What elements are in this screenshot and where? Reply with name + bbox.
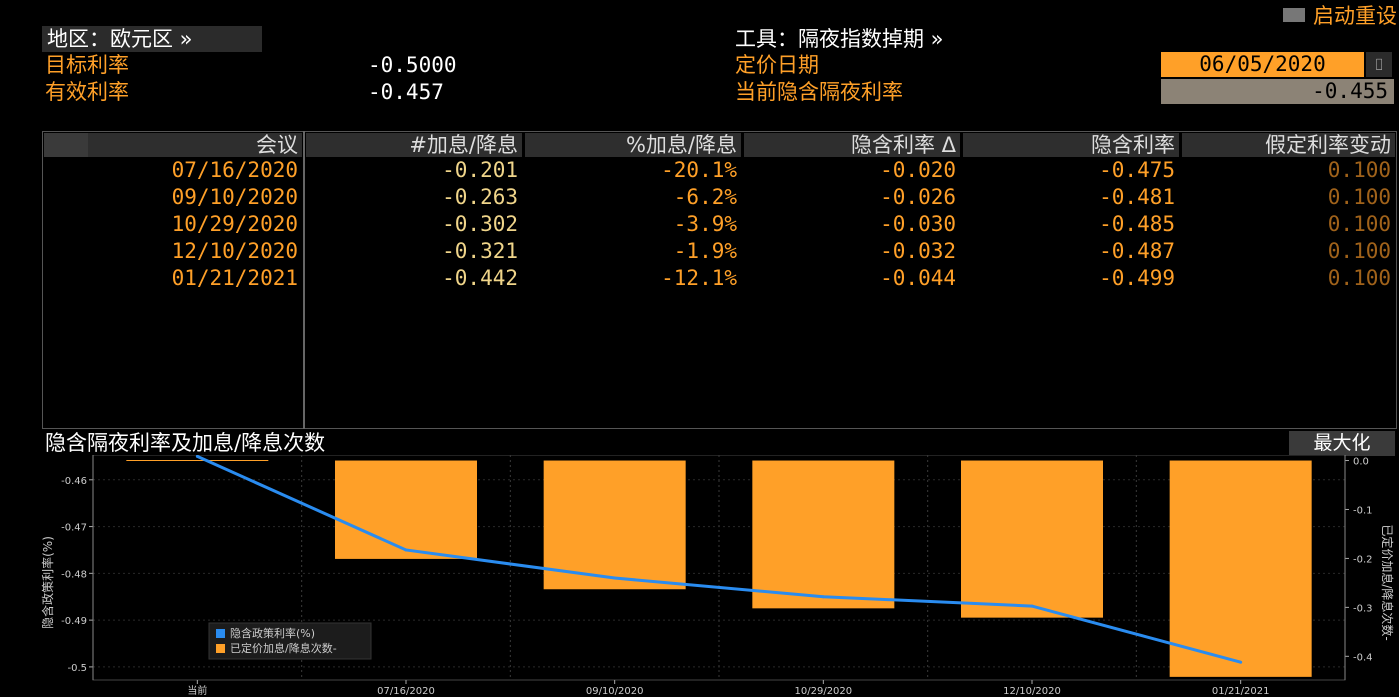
left-axis-tick-label: -0.47 xyxy=(61,523,87,534)
cell-implied-rate-delta: -0.020 xyxy=(880,158,956,182)
cell-hikes-cuts-count: -0.442 xyxy=(442,266,518,290)
legend-label-bar: 已定价加息/降息次数- xyxy=(230,641,337,655)
tool-selector[interactable]: 工具：隔夜指数掉期 » xyxy=(735,27,944,51)
bar xyxy=(335,460,477,559)
maximize-button[interactable]: 最大化 xyxy=(1289,431,1395,456)
x-axis-tick-label: 12/10/2020 xyxy=(1003,686,1061,697)
meetings-table xyxy=(42,131,1397,429)
legend-label-line: 隐含政策利率(%) xyxy=(230,626,315,640)
checkbox-icon[interactable] xyxy=(1283,8,1305,22)
cell-assumed-change: 0.100 xyxy=(1327,212,1391,236)
left-axis-tick-label: -0.5 xyxy=(67,663,87,674)
pricing-date-field[interactable]: 06/05/2020 xyxy=(1161,52,1364,77)
cell-hikes-cuts-count: -0.201 xyxy=(442,158,518,182)
cell-meeting-date[interactable]: 07/16/2020 xyxy=(171,158,298,182)
bar xyxy=(752,460,895,609)
cell-hikes-cuts-count: -0.321 xyxy=(442,239,518,263)
x-axis-tick-label: 01/21/2021 xyxy=(1212,686,1270,697)
cell-hikes-cuts-pct: -12.1% xyxy=(661,266,737,290)
cell-hikes-cuts-pct: -3.9% xyxy=(673,212,737,236)
cell-meeting-date[interactable]: 09/10/2020 xyxy=(171,185,298,209)
implied-overnight-value: -0.455 xyxy=(1161,79,1394,104)
column-divider xyxy=(303,131,305,429)
cell-implied-rate-delta: -0.032 xyxy=(880,239,956,263)
target-rate-value: -0.5000 xyxy=(368,53,457,77)
cell-implied-rate: -0.487 xyxy=(1099,239,1175,263)
line-point xyxy=(195,455,199,458)
cell-meeting-date[interactable]: 12/10/2020 xyxy=(171,239,298,263)
cell-implied-rate-delta: -0.044 xyxy=(880,266,956,290)
left-axis-tick-label: -0.49 xyxy=(61,616,87,627)
right-axis-tick-label: -0.2 xyxy=(1353,554,1373,565)
target-rate-label: 目标利率 xyxy=(45,53,129,77)
col-header-meeting[interactable]: 会议 xyxy=(88,133,302,157)
left-axis-tick-label: -0.46 xyxy=(61,476,87,487)
cell-assumed-change: 0.100 xyxy=(1327,266,1391,290)
x-axis-tick-label: 09/10/2020 xyxy=(586,686,644,697)
cell-hikes-cuts-pct: -1.9% xyxy=(673,239,737,263)
bar xyxy=(961,460,1103,618)
reset-label: 启动重设 xyxy=(1313,4,1397,28)
cell-hikes-cuts-pct: -20.1% xyxy=(661,158,737,182)
col-header-implied-rate[interactable]: 隐含利率 xyxy=(963,133,1179,157)
effective-rate-value: -0.457 xyxy=(368,80,444,104)
cell-hikes-cuts-count: -0.302 xyxy=(442,212,518,236)
line-point xyxy=(1030,604,1034,608)
bar xyxy=(543,460,686,590)
calendar-icon[interactable]: ⌷ xyxy=(1366,52,1392,77)
col-header-hikes-cuts-count[interactable]: #加息/降息 xyxy=(306,133,522,157)
right-axis-tick-label: -0.3 xyxy=(1353,603,1373,614)
line-point xyxy=(404,548,408,552)
chart-title: 隐含隔夜利率及加息/降息次数 xyxy=(45,431,326,455)
cell-implied-rate: -0.499 xyxy=(1099,266,1175,290)
left-axis-title: 隐含政策利率(%) xyxy=(40,536,55,629)
line-point xyxy=(821,595,825,599)
x-axis-tick-label: 10/29/2020 xyxy=(795,686,853,697)
region-selector[interactable]: 地区：欧元区 » xyxy=(42,26,262,52)
cell-implied-rate: -0.481 xyxy=(1099,185,1175,209)
x-axis-tick-label: 当前 xyxy=(187,684,207,697)
col-header-hikes-cuts-pct[interactable]: %加息/降息 xyxy=(525,133,741,157)
x-axis-tick-label: 07/16/2020 xyxy=(377,686,435,697)
legend-swatch-line xyxy=(216,629,225,638)
right-axis-tick-label: 0.0 xyxy=(1353,457,1369,468)
cell-meeting-date[interactable]: 10/29/2020 xyxy=(171,212,298,236)
pricing-date-label: 定价日期 xyxy=(735,53,819,77)
line-point xyxy=(613,576,617,580)
implied-overnight-label: 当前隐含隔夜利率 xyxy=(735,80,903,104)
effective-rate-label: 有效利率 xyxy=(45,80,129,104)
corner-cell xyxy=(44,133,88,157)
legend-swatch-bar xyxy=(216,644,225,653)
right-axis-title: 已定价加息/降息次数- xyxy=(1380,524,1395,640)
reset-button[interactable]: 启动重设 xyxy=(1283,2,1399,28)
legend-box xyxy=(208,622,372,660)
left-axis-tick-label: -0.48 xyxy=(61,569,87,580)
bar xyxy=(1169,460,1312,677)
cell-assumed-change: 0.100 xyxy=(1327,185,1391,209)
cell-implied-rate-delta: -0.030 xyxy=(880,212,956,236)
rate-chart: -0.46 -0.47 -0.48 -0.49 -0.5 0.0 -0.1 -0.2 -0.3 -… xyxy=(40,455,1395,697)
cell-assumed-change: 0.100 xyxy=(1327,158,1391,182)
cell-hikes-cuts-pct: -6.2% xyxy=(673,185,737,209)
line-point xyxy=(1239,660,1243,664)
col-header-assumed-change[interactable]: 假定利率变动 xyxy=(1182,133,1395,157)
right-axis-tick-label: -0.1 xyxy=(1353,505,1373,516)
cell-implied-rate: -0.475 xyxy=(1099,158,1175,182)
cell-meeting-date[interactable]: 01/21/2021 xyxy=(171,266,298,290)
cell-hikes-cuts-count: -0.263 xyxy=(442,185,518,209)
cell-assumed-change: 0.100 xyxy=(1327,239,1391,263)
right-axis-tick-label: -0.4 xyxy=(1353,652,1373,663)
cell-implied-rate-delta: -0.026 xyxy=(880,185,956,209)
cell-implied-rate: -0.485 xyxy=(1099,212,1175,236)
series-line-implied-rate xyxy=(196,455,1242,664)
col-header-implied-rate-delta[interactable]: 隐含利率 Δ xyxy=(744,133,960,157)
